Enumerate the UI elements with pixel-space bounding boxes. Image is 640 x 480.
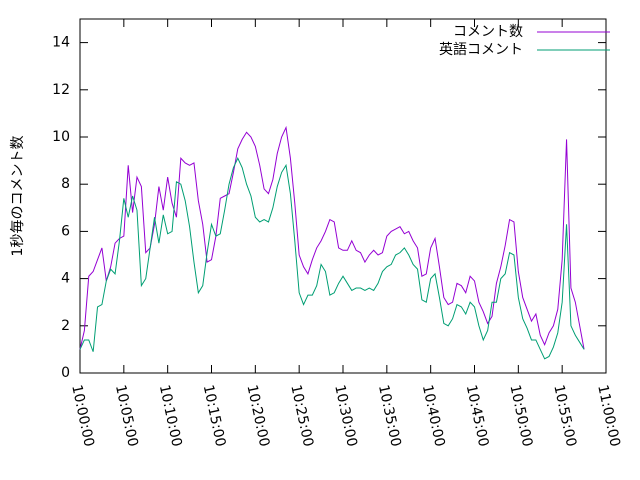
x-tick-label: 10:00:00 xyxy=(68,383,97,448)
y-tick-label: 14 xyxy=(52,35,70,51)
x-tick-label: 10:25:00 xyxy=(287,383,316,448)
x-tick-label: 10:30:00 xyxy=(331,383,360,448)
legend-label: 英語コメント xyxy=(439,41,523,58)
legend-label: コメント数 xyxy=(453,24,523,40)
x-tick-label: 10:15:00 xyxy=(200,383,229,448)
y-tick-label: 0 xyxy=(61,365,70,381)
x-tick-label: 10:10:00 xyxy=(156,383,185,448)
y-tick-label: 4 xyxy=(61,271,70,287)
y-tick-label: 8 xyxy=(61,176,70,192)
y-tick-label: 10 xyxy=(52,129,70,145)
x-tick-label: 11:00:00 xyxy=(594,383,623,448)
plot-border xyxy=(79,18,607,374)
x-tick-label: 10:55:00 xyxy=(550,383,579,448)
x-tick-label: 10:45:00 xyxy=(463,383,492,448)
data-line xyxy=(79,125,585,350)
y-tick-label: 12 xyxy=(52,82,70,98)
y-axis-label: 1秒毎のコメント数 xyxy=(10,136,26,257)
y-tick-label: 2 xyxy=(61,318,70,334)
x-tick-label: 10:05:00 xyxy=(112,383,141,448)
x-tick-label: 10:40:00 xyxy=(419,383,448,448)
x-tick-label: 10:35:00 xyxy=(375,383,404,448)
x-tick-label: 10:50:00 xyxy=(507,383,536,448)
x-tick-label: 10:20:00 xyxy=(244,383,273,448)
y-tick-label: 6 xyxy=(61,223,70,239)
data-line xyxy=(79,157,585,360)
